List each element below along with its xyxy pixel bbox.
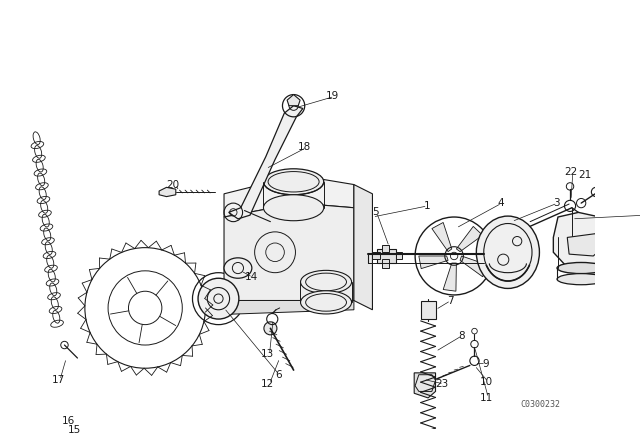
- Polygon shape: [396, 252, 402, 259]
- Ellipse shape: [224, 258, 252, 278]
- Text: 3: 3: [554, 198, 560, 208]
- Text: 10: 10: [480, 377, 493, 387]
- Polygon shape: [420, 301, 436, 319]
- Polygon shape: [287, 95, 300, 106]
- Polygon shape: [432, 223, 452, 252]
- Ellipse shape: [264, 169, 324, 195]
- Circle shape: [264, 322, 277, 335]
- Text: 11: 11: [480, 393, 493, 403]
- Polygon shape: [460, 256, 488, 277]
- Text: 6: 6: [275, 370, 282, 380]
- Polygon shape: [377, 250, 396, 263]
- Text: 9: 9: [482, 358, 488, 369]
- Polygon shape: [554, 212, 612, 268]
- Ellipse shape: [301, 291, 351, 314]
- Text: 23: 23: [436, 379, 449, 389]
- Circle shape: [198, 278, 239, 319]
- Polygon shape: [381, 245, 389, 252]
- Text: 21: 21: [579, 170, 591, 180]
- Polygon shape: [228, 106, 303, 219]
- Text: 22: 22: [564, 168, 578, 177]
- Text: 8: 8: [458, 331, 465, 341]
- Text: 18: 18: [298, 142, 312, 152]
- Polygon shape: [415, 375, 436, 392]
- Text: 1: 1: [424, 201, 430, 211]
- Polygon shape: [456, 226, 483, 252]
- Text: 19: 19: [326, 91, 339, 101]
- Text: 15: 15: [68, 426, 81, 435]
- Ellipse shape: [476, 216, 540, 289]
- Polygon shape: [224, 203, 354, 301]
- Polygon shape: [224, 301, 354, 314]
- Ellipse shape: [557, 274, 605, 285]
- Polygon shape: [354, 185, 372, 310]
- Polygon shape: [567, 234, 604, 256]
- Text: 12: 12: [261, 379, 275, 389]
- Text: 4: 4: [498, 198, 504, 208]
- Text: 7: 7: [447, 296, 453, 306]
- Text: 16: 16: [61, 416, 75, 426]
- Text: C0300232: C0300232: [521, 400, 561, 409]
- Polygon shape: [372, 252, 380, 259]
- Text: 13: 13: [261, 349, 275, 359]
- Text: 17: 17: [51, 375, 65, 385]
- Polygon shape: [159, 187, 176, 197]
- Ellipse shape: [557, 263, 605, 274]
- Polygon shape: [419, 256, 448, 269]
- Text: 14: 14: [244, 272, 258, 282]
- Polygon shape: [381, 259, 389, 268]
- Text: 20: 20: [166, 180, 180, 190]
- Polygon shape: [443, 263, 456, 291]
- Ellipse shape: [264, 195, 324, 221]
- Ellipse shape: [301, 270, 351, 293]
- Polygon shape: [414, 373, 436, 398]
- Polygon shape: [224, 175, 354, 217]
- Text: 5: 5: [372, 207, 379, 217]
